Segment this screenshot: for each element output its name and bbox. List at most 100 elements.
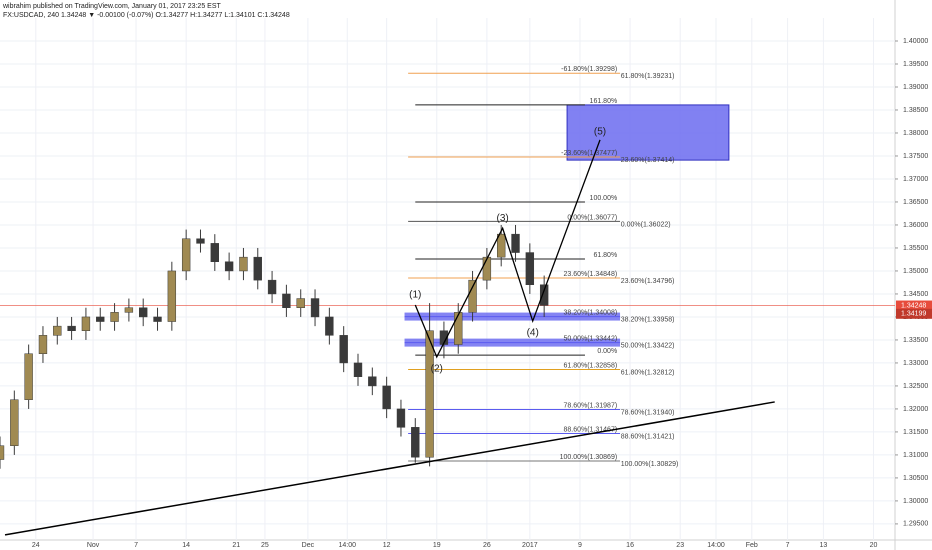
trendline bbox=[4, 401, 775, 536]
candle-body bbox=[210, 243, 219, 263]
wave-label: (1) bbox=[409, 290, 421, 301]
fib-label: 38.20%(1.34008) bbox=[563, 309, 617, 316]
x-tick-label: 20 bbox=[870, 542, 878, 549]
wave-label: (4) bbox=[527, 328, 539, 339]
x-tick-label: 14 bbox=[182, 542, 190, 549]
fib-label: 50.00%(1.33422) bbox=[621, 342, 675, 349]
x-tick-label: 9 bbox=[578, 542, 582, 549]
x-tick-label: 21 bbox=[232, 542, 240, 549]
y-tick-label: 1.39000 bbox=[903, 84, 928, 91]
x-tick-label: Feb bbox=[746, 542, 758, 549]
fib-label: 161.80% bbox=[590, 98, 618, 105]
fib-label: 88.60%(1.31421) bbox=[621, 433, 675, 440]
y-tick-label: 1.36500 bbox=[903, 199, 928, 206]
x-tick-label: 14:00 bbox=[707, 542, 725, 549]
fib-label: 23.60%(1.34848) bbox=[563, 271, 617, 278]
wave-path bbox=[414, 139, 601, 359]
candle-body bbox=[425, 330, 434, 458]
fib-label: 0.00% bbox=[597, 348, 617, 355]
y-tick-label: 1.40000 bbox=[903, 38, 928, 45]
candle-body bbox=[497, 233, 506, 258]
y-tick-label: 1.35500 bbox=[903, 245, 928, 252]
fib-label: 100.00% bbox=[590, 195, 618, 202]
x-tick-label: 12 bbox=[383, 542, 391, 549]
fib-label: 23.60%(1.34796) bbox=[621, 278, 675, 285]
fib-label: 61.80%(1.32858) bbox=[563, 362, 617, 369]
x-tick-label: 2017 bbox=[522, 542, 538, 549]
price-tag-label: 1.34248 bbox=[901, 302, 926, 309]
fib-label: 61.80%(1.32812) bbox=[621, 369, 675, 376]
candle-body bbox=[310, 298, 320, 318]
y-tick-label: 1.37000 bbox=[903, 176, 928, 183]
header-symbol: FX:USDCAD, 240 1.34248 ▼ -0.00100 (-0.07… bbox=[3, 12, 290, 19]
y-tick-label: 1.34500 bbox=[903, 291, 928, 298]
x-tick-label: 7 bbox=[134, 542, 138, 549]
y-tick-label: 1.38500 bbox=[903, 107, 928, 114]
wave-label: (5) bbox=[594, 127, 606, 138]
candle-body bbox=[282, 293, 291, 308]
candle-body bbox=[38, 335, 48, 354]
x-tick-label: 16 bbox=[626, 542, 634, 549]
x-tick-label: Nov bbox=[87, 542, 100, 549]
fib-label: 78.60%(1.31940) bbox=[621, 409, 675, 416]
fib-label: 38.20%(1.33958) bbox=[621, 316, 675, 323]
wave-label: (3) bbox=[497, 213, 509, 224]
plot: -61.80%(1.39298) 61.80%(1.39231) 161.80% -2… bbox=[0, 66, 895, 536]
candle-body bbox=[454, 312, 463, 345]
x-tick-label: 19 bbox=[433, 542, 441, 549]
y-tick-label: 1.33000 bbox=[903, 360, 928, 367]
candle-body bbox=[296, 298, 305, 308]
y-tick-label: 1.29500 bbox=[903, 521, 928, 528]
candle-body bbox=[81, 316, 91, 331]
fib-label: 0.00%(1.36077) bbox=[567, 214, 617, 221]
candle-body bbox=[0, 445, 5, 460]
candle-body bbox=[353, 362, 363, 377]
candle-body bbox=[439, 330, 449, 345]
candle-body bbox=[67, 325, 76, 331]
candle-body bbox=[339, 335, 348, 364]
fib-label: 88.60%(1.31467) bbox=[563, 426, 617, 433]
candle-body bbox=[110, 312, 119, 322]
candle-body bbox=[482, 256, 492, 281]
candle-body bbox=[181, 238, 191, 272]
candle-body bbox=[539, 284, 549, 306]
price-tag bbox=[896, 308, 932, 319]
candle-body bbox=[196, 238, 205, 244]
grid bbox=[0, 18, 895, 540]
axes: 1.29500 1.30000 1.30500 1.31000 1.31500 1.320… bbox=[32, 38, 932, 549]
candle-body bbox=[139, 307, 148, 318]
header-title: wibrahim published on TradingView.com, J… bbox=[2, 3, 222, 10]
x-tick-label: 7 bbox=[786, 542, 790, 549]
fib-label: 23.60%(1.37414) bbox=[621, 157, 675, 164]
candle-body bbox=[167, 270, 177, 322]
fib-label: -23.60%(1.37477) bbox=[561, 150, 617, 157]
candle-body bbox=[396, 408, 406, 428]
x-tick-label: 23 bbox=[676, 542, 684, 549]
candle-body bbox=[382, 385, 391, 410]
fib-label: 100.00%(1.30829) bbox=[621, 461, 679, 468]
candle-body bbox=[24, 353, 33, 400]
y-tick-label: 1.30500 bbox=[903, 475, 928, 482]
fib-label: 61.80% bbox=[593, 252, 617, 259]
candle-body bbox=[525, 252, 535, 285]
y-tick-label: 1.30000 bbox=[903, 498, 928, 505]
y-tick-label: 1.35000 bbox=[903, 268, 928, 275]
fib-label: 100.00%(1.30869) bbox=[560, 454, 618, 461]
candle-body bbox=[267, 279, 277, 295]
fib-label: -61.80%(1.39298) bbox=[561, 66, 617, 73]
wave-label: (2) bbox=[431, 364, 443, 375]
candle-body bbox=[511, 233, 520, 253]
x-tick-label: Dec bbox=[302, 542, 315, 549]
y-tick-label: 1.37500 bbox=[903, 153, 928, 160]
fib-label: 0.00%(1.36022) bbox=[621, 221, 671, 228]
fib-label: 78.60%(1.31987) bbox=[563, 402, 617, 409]
candle-body bbox=[411, 427, 420, 458]
candle-body bbox=[224, 261, 234, 272]
candle-body bbox=[368, 376, 377, 387]
candle-body bbox=[468, 279, 477, 313]
price-tag bbox=[896, 300, 932, 311]
price-tag-label: 1.34199 bbox=[901, 311, 926, 318]
y-tick-label: 1.32000 bbox=[903, 406, 928, 413]
candle-body bbox=[53, 325, 62, 336]
